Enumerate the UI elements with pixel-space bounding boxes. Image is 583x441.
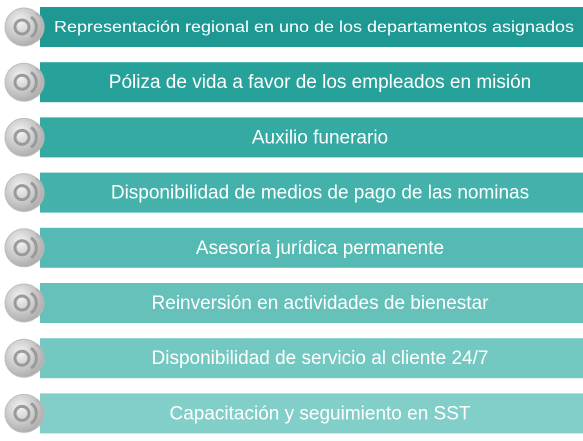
item-bar [40, 117, 583, 158]
item-bar [40, 283, 583, 323]
item-row: Representación regional en uno de los de… [4, 7, 583, 47]
item-icon [4, 62, 45, 102]
item-text: Representación regional en uno de los de… [54, 19, 574, 36]
item-row: Póliza de vida a favor de los empleados … [4, 62, 583, 103]
item-icon [4, 228, 45, 268]
item-text: Póliza de vida a favor de los empleados … [109, 72, 531, 93]
item-icon [4, 393, 45, 433]
item-text: Reinversión en actividades de bienestar [152, 293, 490, 314]
item-row: Reinversión en actividades de bienestar [4, 283, 583, 323]
item-icon [4, 283, 45, 323]
item-row: Asesoría jurídica permanente [4, 227, 583, 268]
item-text: Asesoría jurídica permanente [196, 238, 444, 259]
item-bar [40, 62, 583, 103]
item-bar [40, 393, 583, 434]
item-row: Disponibilidad de medios de pago de las … [4, 172, 583, 213]
item-icon [4, 7, 45, 47]
item-text: Auxilio funerario [252, 127, 388, 148]
item-bar [40, 7, 583, 47]
item-bar [40, 338, 583, 379]
item-row: Disponibilidad de servicio al cliente 24… [4, 338, 583, 379]
item-text: Capacitación y seguimiento en SST [170, 403, 471, 424]
item-text: Disponibilidad de servicio al cliente 24… [152, 348, 489, 369]
item-text: Disponibilidad de medios de pago de las … [111, 183, 529, 204]
item-row: Auxilio funerario [4, 117, 583, 158]
item-icon [4, 117, 45, 157]
item-icon [4, 173, 45, 213]
item-bar [40, 172, 583, 213]
item-bar [40, 227, 583, 268]
item-icon [4, 338, 45, 378]
item-row: Capacitación y seguimiento en SST [4, 393, 583, 434]
